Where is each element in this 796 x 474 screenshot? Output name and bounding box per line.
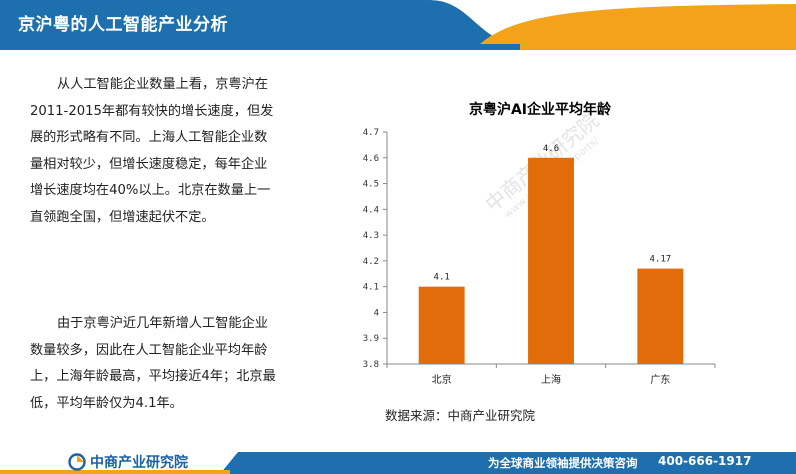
y-tick-label: 3.9 — [363, 334, 379, 344]
footer-logo-text: 中商产业研究院 — [90, 455, 188, 471]
y-tick-label: 4.5 — [363, 180, 379, 190]
header-banner: 京沪粤的人工智能产业分析 — [0, 0, 796, 50]
y-tick-label: 4.1 — [363, 283, 379, 293]
bar-value-label: 4.17 — [649, 255, 671, 265]
bar-3 — [637, 268, 684, 364]
y-tick-label: 3.8 — [363, 360, 379, 370]
x-axis: 北京 上海 广东 — [386, 363, 716, 386]
page-title: 京沪粤的人工智能产业分析 — [18, 15, 228, 35]
chart-title: 京粤沪AI企业平均年龄 — [469, 101, 612, 118]
bar-chart: 京粤沪AI企业平均年龄 3.8 3.9 4 4.1 4.2 4.3 4.4 4.5 4.6 4.7… — [363, 101, 716, 386]
y-tick-label: 4 — [374, 308, 379, 318]
x-category-label: 北京 — [432, 373, 452, 386]
analysis-paragraph-2: 由于京粤沪近几年新增人工智能企业数量较多，因此在人工智能企业平均年龄上，上海年龄… — [30, 316, 276, 411]
bars: 4.1 4.6 4.17 — [418, 144, 684, 364]
header-background — [0, 0, 796, 50]
y-axis: 3.8 3.9 4 4.1 4.2 4.3 4.4 4.5 4.6 4.7 — [363, 128, 388, 370]
y-tick-label: 4.7 — [363, 128, 379, 138]
x-category-label: 上海 — [541, 373, 561, 386]
company-logo-icon — [68, 453, 86, 471]
y-tick-label: 4.3 — [363, 231, 379, 241]
footer-slogan: 为全球商业领袖提供决策咨询 — [488, 456, 638, 470]
data-source: 数据来源：中商产业研究院 — [385, 408, 536, 423]
y-tick-label: 4.4 — [363, 205, 379, 215]
bar-value-label: 4.6 — [543, 144, 559, 154]
x-category-label: 广东 — [650, 373, 670, 386]
y-tick-label: 4.6 — [363, 154, 379, 164]
analysis-paragraph-1: 从人工智能企业数量上看，京粤沪在2011-2015年都有较快的增长速度，但发展的… — [30, 77, 274, 225]
bar-1 — [418, 286, 465, 364]
bar-value-label: 4.1 — [434, 273, 450, 283]
footer-phone: 400-666-1917 — [658, 454, 752, 468]
bar-2 — [528, 157, 574, 364]
y-tick-label: 4.2 — [363, 257, 379, 267]
footer-bar — [0, 452, 796, 474]
